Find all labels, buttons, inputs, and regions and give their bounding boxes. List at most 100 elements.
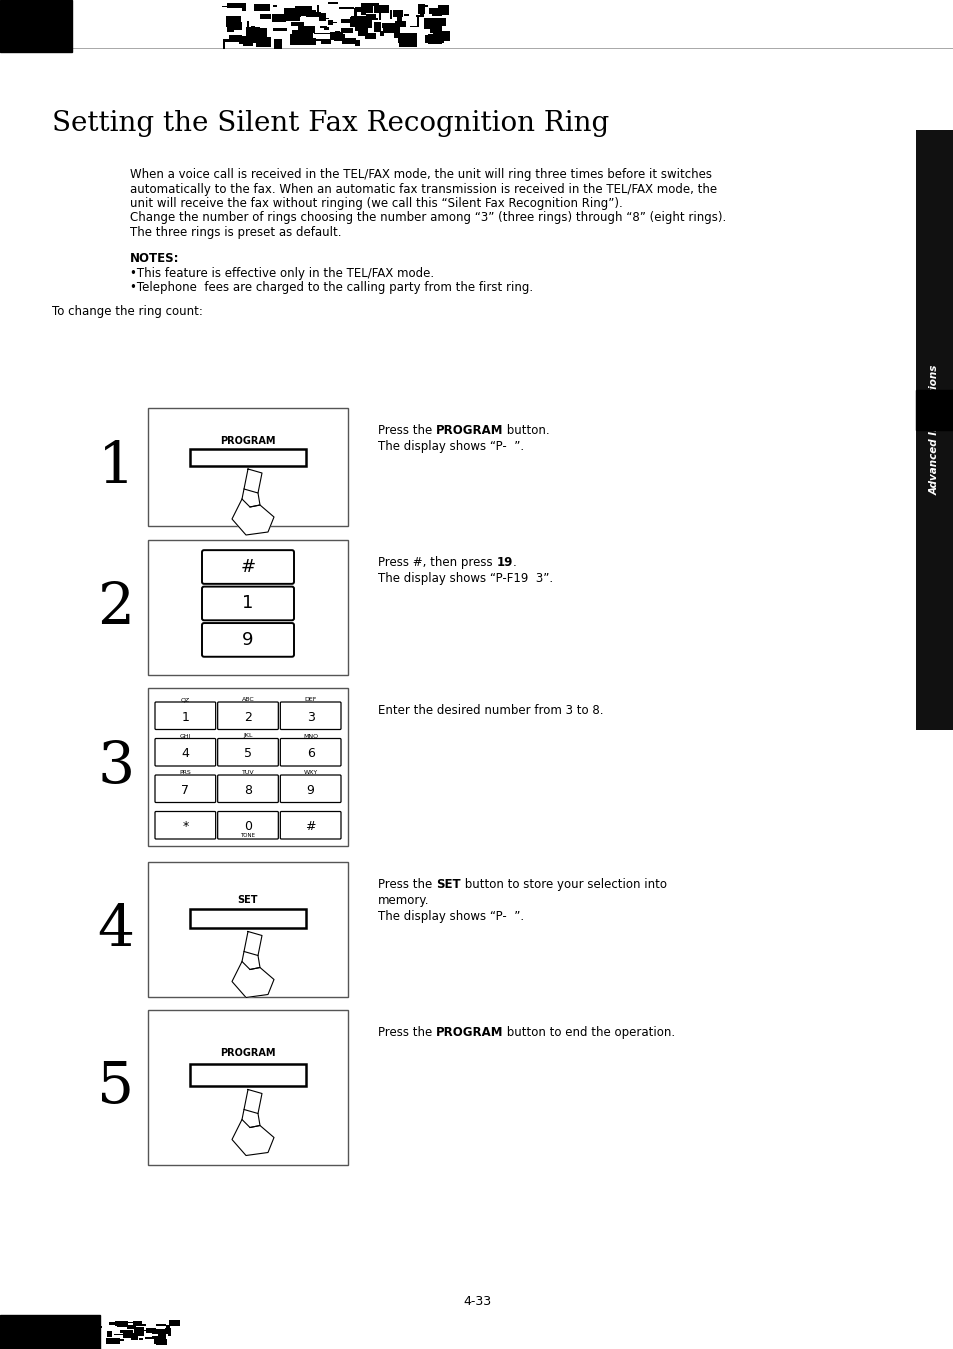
Bar (297, 24, 300, 35)
Text: Change the number of rings choosing the number among “3” (three rings) through “: Change the number of rings choosing the … (130, 212, 725, 224)
Text: TONE: TONE (240, 832, 255, 838)
Polygon shape (244, 1090, 262, 1113)
Bar (283, 8, 300, 18)
Bar (170, 1322, 176, 1325)
Text: 1: 1 (97, 438, 134, 495)
Bar (190, 1064, 306, 1086)
Bar (227, 4, 242, 8)
Bar (351, 16, 368, 26)
Text: GHI: GHI (179, 734, 191, 738)
Text: 1: 1 (181, 711, 189, 724)
Text: unit will receive the fax without ringing (we call this “Silent Fax Recognition : unit will receive the fax without ringin… (130, 197, 622, 210)
Bar (258, 28, 266, 39)
FancyBboxPatch shape (154, 738, 215, 766)
Text: 5: 5 (97, 1059, 134, 1116)
Bar (116, 1322, 127, 1327)
Bar (298, 7, 312, 12)
Bar (226, 16, 240, 27)
Bar (395, 22, 406, 27)
Bar (242, 36, 253, 46)
Bar (382, 28, 395, 34)
FancyBboxPatch shape (202, 550, 294, 584)
FancyBboxPatch shape (154, 774, 215, 803)
Bar (309, 7, 311, 16)
Bar (222, 39, 225, 49)
Bar (396, 12, 401, 22)
Bar (424, 35, 434, 43)
Bar (127, 1325, 135, 1329)
Bar (0, 1315, 100, 1349)
Text: 5: 5 (244, 747, 252, 761)
Bar (152, 1336, 160, 1338)
Bar (120, 1330, 133, 1333)
Bar (139, 1334, 142, 1337)
Bar (0, 0, 71, 53)
Bar (251, 27, 255, 31)
Bar (340, 19, 356, 23)
FancyBboxPatch shape (154, 812, 215, 839)
Bar (190, 909, 306, 928)
Text: PROGRAM: PROGRAM (436, 424, 503, 437)
Bar (435, 22, 441, 31)
FancyBboxPatch shape (217, 738, 278, 766)
Bar (323, 18, 329, 19)
Bar (290, 38, 307, 45)
Bar (228, 20, 238, 23)
Text: memory.: memory. (377, 894, 429, 907)
Text: PROGRAM: PROGRAM (436, 1027, 503, 1039)
Text: 3: 3 (97, 739, 134, 795)
Bar (123, 1322, 127, 1325)
Bar (374, 5, 389, 13)
Bar (328, 20, 333, 26)
Text: 19: 19 (496, 556, 512, 569)
Text: The display shows “P-  ”.: The display shows “P- ”. (377, 440, 523, 453)
FancyBboxPatch shape (280, 812, 340, 839)
Bar (305, 12, 320, 18)
Polygon shape (242, 488, 260, 507)
Text: 9: 9 (307, 784, 314, 797)
Bar (302, 38, 315, 45)
Bar (426, 38, 443, 43)
Bar (246, 27, 259, 34)
Text: •Telephone  fees are charged to the calling party from the first ring.: •Telephone fees are charged to the calli… (130, 281, 533, 294)
Bar (316, 5, 318, 16)
Bar (427, 34, 434, 39)
Bar (238, 39, 247, 45)
Bar (416, 15, 423, 16)
FancyBboxPatch shape (280, 701, 340, 730)
Text: #: # (240, 558, 255, 576)
Bar (391, 23, 399, 34)
Bar (166, 1325, 170, 1329)
Bar (273, 27, 287, 31)
Bar (429, 8, 445, 13)
Polygon shape (244, 469, 262, 492)
Bar (242, 3, 246, 11)
Text: button to store your selection into: button to store your selection into (460, 878, 666, 890)
Polygon shape (242, 951, 260, 970)
Bar (382, 23, 394, 28)
Text: 4: 4 (97, 901, 134, 958)
FancyBboxPatch shape (217, 812, 278, 839)
Text: 9: 9 (242, 631, 253, 649)
Polygon shape (232, 1120, 274, 1156)
Bar (397, 32, 414, 43)
Bar (153, 1337, 159, 1344)
Text: 8: 8 (244, 784, 252, 797)
Bar (109, 1322, 118, 1325)
Bar (292, 30, 303, 39)
Bar (131, 1336, 138, 1340)
Bar (432, 12, 441, 16)
Bar (146, 1327, 155, 1333)
Bar (145, 1337, 157, 1340)
Bar (274, 39, 282, 49)
Text: JKL: JKL (243, 734, 253, 738)
Bar (354, 8, 356, 19)
Bar (155, 1340, 167, 1345)
Bar (320, 26, 326, 28)
Bar (437, 18, 445, 27)
Bar (156, 1325, 166, 1326)
Polygon shape (242, 1109, 260, 1128)
Bar (92, 1336, 96, 1337)
Text: 4-33: 4-33 (462, 1295, 491, 1309)
Bar (294, 7, 312, 16)
